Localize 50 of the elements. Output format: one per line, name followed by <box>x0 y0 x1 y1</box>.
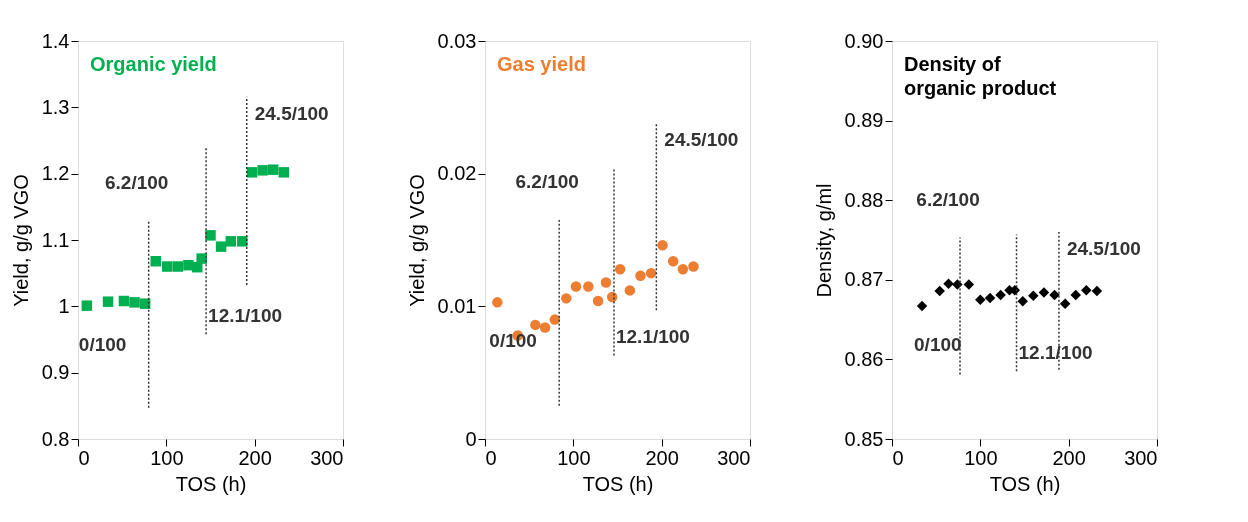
series-label: 6.2/100 <box>104 171 169 193</box>
x-tick-label: 0 <box>485 446 497 469</box>
y-tick-label: 1.1 <box>41 228 70 251</box>
x-tick-label: 0 <box>78 446 90 469</box>
y-axis-title: Yield, g/g VGO <box>405 174 428 307</box>
x-axis-title: TOS (h) <box>582 472 654 495</box>
y-tick-label: 0.87 <box>844 268 884 291</box>
x-tick-label: 100 <box>964 446 998 469</box>
series-label: 6.2/100 <box>515 171 579 193</box>
series-label: 6.2/100 <box>916 188 980 210</box>
series-label: 12.1/100 <box>208 305 283 327</box>
series-label: 24.5/100 <box>1066 238 1141 260</box>
x-tick-label: 100 <box>557 446 591 469</box>
x-tick-label: 200 <box>238 446 272 469</box>
y-tick-label: 1.2 <box>41 162 70 185</box>
y-tick-label: 0.9 <box>41 361 70 384</box>
x-axis-title: TOS (h) <box>175 472 247 495</box>
y-axis-title: Yield, g/g VGO <box>9 174 32 307</box>
y-tick-label: 0 <box>465 427 477 450</box>
y-tick-label: 0.85 <box>844 427 884 450</box>
y-tick-label: 0.90 <box>844 29 884 52</box>
series-label: 24.5/100 <box>664 129 739 151</box>
y-axis-title: Density, g/ml <box>812 183 835 298</box>
series-label: 12.1/100 <box>1018 342 1093 364</box>
y-tick-label: 0.88 <box>844 188 884 211</box>
x-tick-label: 300 <box>717 446 751 469</box>
y-tick-label: 0.03 <box>437 29 477 52</box>
series-label: 24.5/100 <box>254 102 329 124</box>
x-tick-label: 200 <box>1052 446 1086 469</box>
y-tick-label: 1 <box>58 294 70 317</box>
y-tick-label: 0.02 <box>437 162 477 185</box>
y-tick-label: 1.3 <box>41 95 70 118</box>
text: Gas yield <box>497 53 586 75</box>
y-tick-label: 0.86 <box>844 347 884 370</box>
series-label: 12.1/100 <box>615 326 690 348</box>
y-tick-label: 0.8 <box>41 427 70 450</box>
x-tick-label: 200 <box>645 446 679 469</box>
text: Organic yield <box>90 53 217 75</box>
y-tick-label: 0.01 <box>437 294 477 317</box>
x-axis-title: TOS (h) <box>989 472 1061 495</box>
x-tick-label: 0 <box>892 446 904 469</box>
x-tick-label: 300 <box>1124 446 1158 469</box>
annotation: 0/100 <box>914 334 962 356</box>
y-tick-label: 0.89 <box>844 109 884 132</box>
annotation: 0/100 <box>78 333 127 355</box>
annotation: 0/100 <box>489 330 537 352</box>
x-tick-label: 100 <box>150 446 184 469</box>
text: Density of organic product <box>904 53 1057 99</box>
y-tick-label: 1.4 <box>41 29 70 52</box>
x-tick-label: 300 <box>310 446 344 469</box>
